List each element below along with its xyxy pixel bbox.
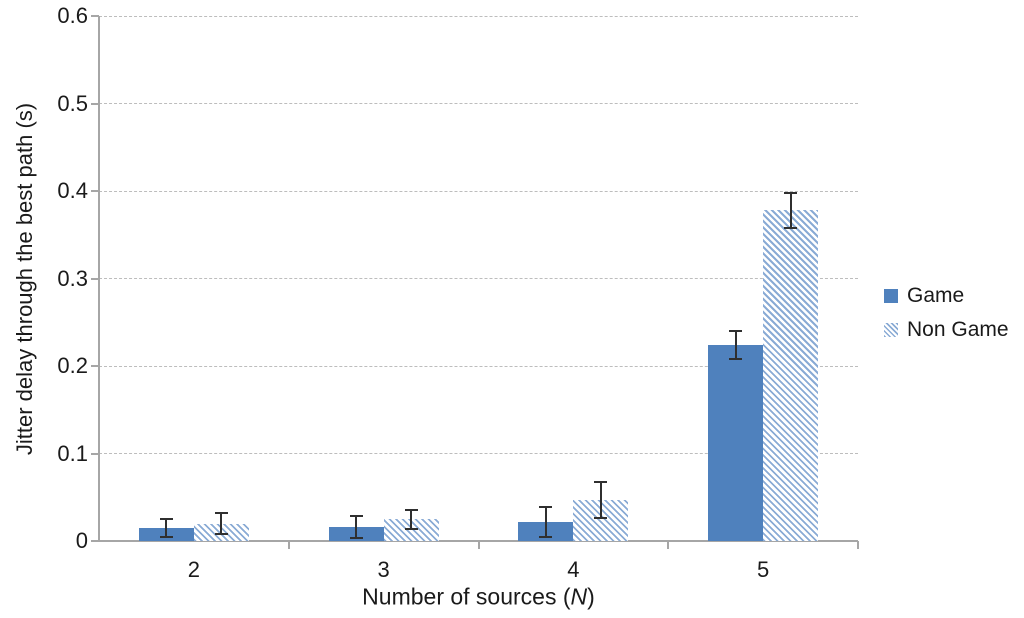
error-bar-game-n2 bbox=[165, 519, 168, 537]
y-tick-label-0: 0 bbox=[75, 528, 88, 553]
y-tick-0.5 bbox=[91, 102, 99, 105]
y-tick-0 bbox=[91, 540, 99, 542]
error-bar-game-n3 bbox=[355, 515, 358, 539]
bar-game-n5 bbox=[708, 345, 764, 541]
legend-swatch-non-game bbox=[884, 323, 898, 337]
error-bar-game-n4 bbox=[544, 506, 547, 537]
x-tick-4 bbox=[857, 541, 859, 549]
x-axis-title-close-paren: ) bbox=[587, 583, 595, 610]
error-bar-non-game-n5-cap-bottom bbox=[784, 226, 798, 229]
error-bar-game-n4-cap-bottom bbox=[539, 535, 553, 538]
y-tick-label-0.5: 0.5 bbox=[57, 90, 88, 116]
error-bar-non-game-n3-cap-bottom bbox=[404, 527, 418, 530]
gridline-0.3 bbox=[99, 278, 858, 279]
error-bar-non-game-n3-cap-top bbox=[404, 508, 418, 511]
x-tick-1 bbox=[287, 541, 290, 549]
error-bar-game-n5 bbox=[734, 331, 737, 359]
error-bar-game-n5-cap-top bbox=[729, 330, 743, 332]
x-tick-2 bbox=[477, 541, 480, 549]
y-axis-line bbox=[98, 16, 100, 541]
y-tick-label-0.4: 0.4 bbox=[57, 178, 88, 203]
x-tick-3 bbox=[667, 541, 670, 549]
error-bar-non-game-n2-cap-bottom bbox=[214, 533, 228, 535]
y-tick-label-0.2: 0.2 bbox=[57, 353, 88, 378]
error-bar-non-game-n2-cap-top bbox=[214, 512, 228, 514]
bar-non-game-n3 bbox=[383, 519, 439, 541]
x-tick-label-5: 5 bbox=[757, 557, 770, 582]
legend-swatch-game bbox=[884, 289, 898, 303]
error-bar-non-game-n3 bbox=[410, 509, 413, 529]
error-bar-game-n2-cap-bottom bbox=[159, 535, 173, 538]
x-axis-title-italic-n: N bbox=[570, 583, 588, 610]
error-bar-game-n3-cap-top bbox=[349, 514, 363, 517]
gridline-0.6 bbox=[99, 15, 858, 17]
y-tick-label-0.1: 0.1 bbox=[57, 440, 88, 466]
error-bar-game-n3-cap-bottom bbox=[349, 537, 363, 540]
y-tick-0.6 bbox=[91, 15, 99, 17]
legend-item-game: Game bbox=[884, 284, 1009, 308]
y-tick-label-0.3: 0.3 bbox=[57, 265, 88, 291]
legend-label-non-game: Non Game bbox=[907, 318, 1009, 341]
gridline-0.4 bbox=[99, 190, 858, 192]
error-bar-non-game-n4 bbox=[599, 481, 602, 519]
x-tick-label-4: 4 bbox=[567, 557, 580, 582]
error-bar-game-n4-cap-top bbox=[539, 505, 553, 508]
legend: Game Non Game bbox=[884, 284, 1009, 352]
error-bar-non-game-n4-cap-top bbox=[594, 480, 608, 483]
x-axis-title: Number of sources (N) bbox=[362, 584, 595, 611]
legend-item-non-game: Non Game bbox=[884, 318, 1009, 342]
legend-label-game: Game bbox=[907, 284, 965, 307]
x-tick-label-2: 2 bbox=[187, 557, 200, 582]
y-tick-0.2 bbox=[91, 365, 99, 367]
error-bar-non-game-n4-cap-bottom bbox=[594, 517, 608, 520]
x-axis-title-text: Number of sources ( bbox=[362, 583, 571, 610]
error-bar-non-game-n5 bbox=[789, 192, 792, 228]
y-tick-0.4 bbox=[91, 190, 99, 192]
y-tick-0.3 bbox=[91, 277, 99, 280]
y-tick-label-0.6: 0.6 bbox=[57, 3, 88, 28]
gridline-0.1 bbox=[99, 453, 858, 454]
gridline-0.2 bbox=[99, 365, 858, 367]
error-bar-game-n5-cap-bottom bbox=[729, 358, 743, 360]
error-bar-game-n2-cap-top bbox=[159, 518, 173, 521]
gridline-0.5 bbox=[99, 103, 858, 104]
error-bar-non-game-n5-cap-top bbox=[784, 191, 798, 194]
y-tick-0.1 bbox=[91, 452, 99, 455]
x-tick-label-3: 3 bbox=[377, 557, 390, 582]
bar-non-game-n5 bbox=[763, 210, 819, 541]
error-bar-non-game-n2 bbox=[220, 513, 223, 534]
